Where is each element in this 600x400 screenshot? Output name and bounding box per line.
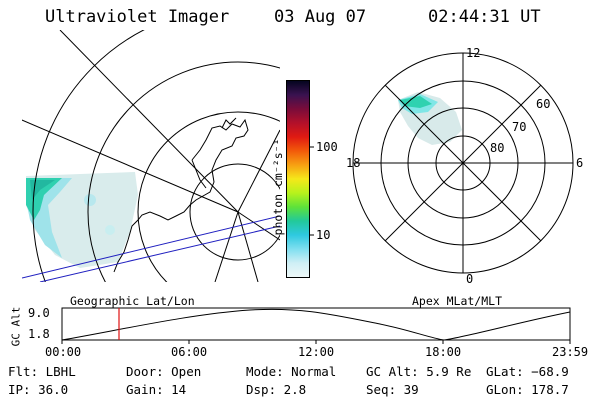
mlt-label-right: 6: [576, 156, 584, 170]
mlt-label-left: 18: [346, 156, 361, 170]
time-label: 02:44:31 UT: [428, 7, 541, 27]
instrument-title: Ultraviolet Imager: [45, 7, 230, 27]
time-tick-4: 23:59: [552, 345, 589, 359]
gc-alt-value: GC Alt: 5.9 Re: [366, 364, 472, 379]
dsp-value: Dsp: 2.8: [246, 382, 307, 397]
polar-plot-label: Apex MLat/MLT: [412, 294, 503, 308]
colorbar: [286, 80, 310, 278]
geographic-map-label: Geographic Lat/Lon: [70, 294, 195, 308]
colorbar-tick-100: 100: [316, 140, 338, 154]
mlat-label-70: 70: [512, 120, 527, 134]
time-tick-2: 12:00: [298, 345, 335, 359]
mlat-label-60: 60: [536, 97, 551, 111]
door-value: Door: Open: [126, 364, 202, 379]
filter-value: Flt: LBHL: [8, 364, 76, 379]
time-tick-3: 18:00: [425, 345, 462, 359]
mlt-label-bottom: 0: [466, 272, 474, 286]
mode-value: Mode: Normal: [246, 364, 337, 379]
date-label: 03 Aug 07: [274, 7, 367, 27]
aurora-image-left: [26, 172, 138, 268]
glon-value: GLon: 178.7: [486, 382, 569, 397]
mlat-label-80: 80: [490, 141, 505, 155]
gain-value: Gain: 14: [126, 382, 187, 397]
time-tick-1: 06:00: [171, 345, 208, 359]
alt-tick-high: 9.0: [28, 306, 50, 320]
glat-value: GLat: −68.9: [486, 364, 569, 379]
alt-tick-low: 1.8: [28, 327, 50, 341]
mlt-label-top: 12: [466, 46, 481, 60]
seq-value: Seq: 39: [366, 382, 419, 397]
time-tick-0: 00:00: [45, 345, 82, 359]
ip-value: IP: 36.0: [8, 382, 69, 397]
colorbar-tick-10: 10: [316, 228, 331, 242]
